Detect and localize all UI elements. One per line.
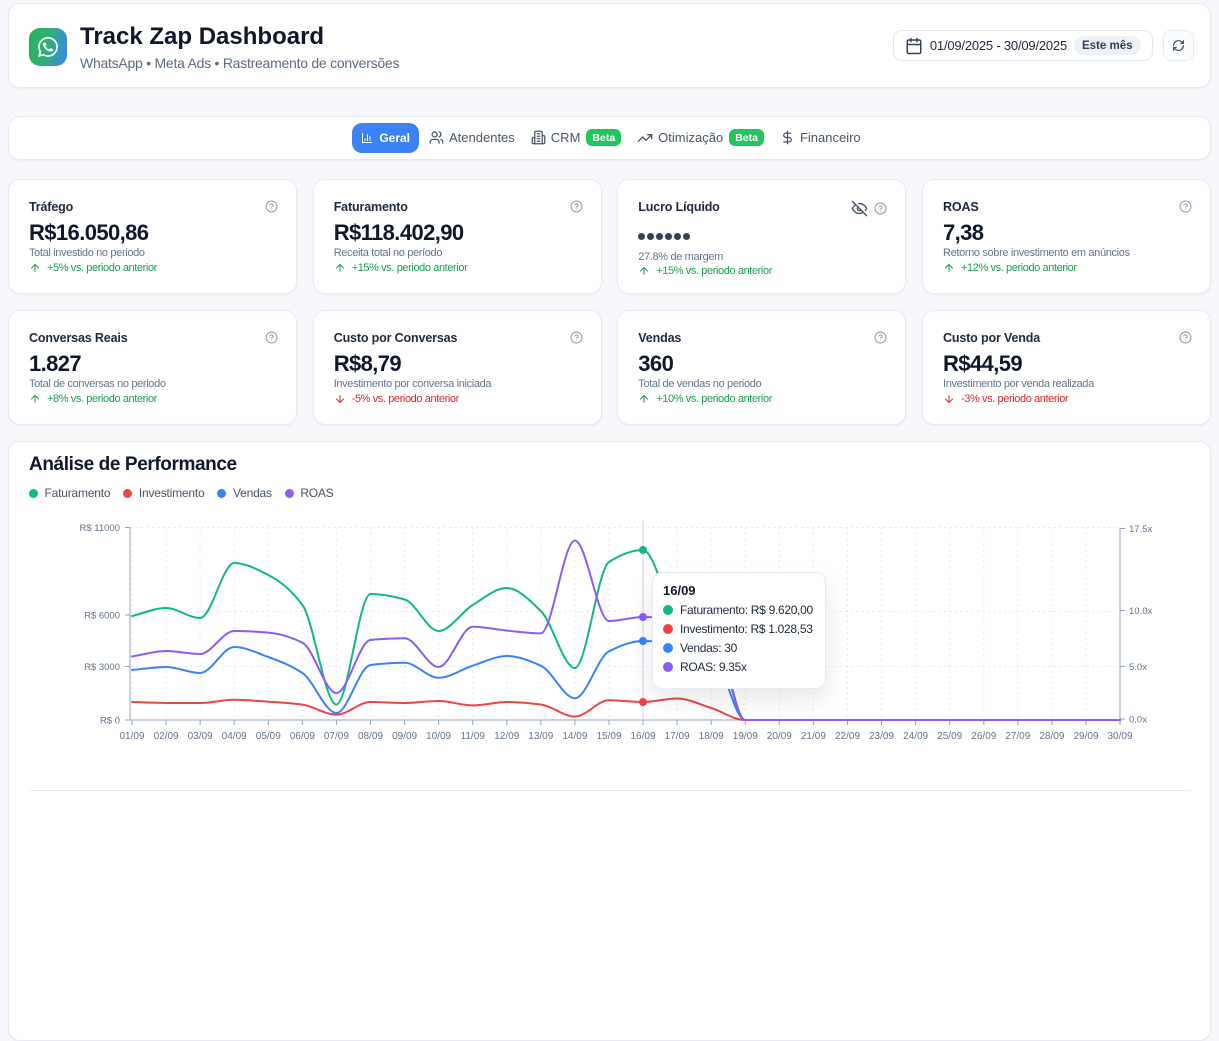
svg-text:05/09: 05/09 xyxy=(256,731,281,742)
svg-text:28/09: 28/09 xyxy=(1039,731,1064,742)
svg-text:R$ 3000: R$ 3000 xyxy=(84,662,120,673)
svg-text:03/09: 03/09 xyxy=(188,731,213,742)
svg-text:04/09: 04/09 xyxy=(222,731,247,742)
svg-text:01/09: 01/09 xyxy=(119,731,144,742)
svg-text:R$ 6000: R$ 6000 xyxy=(84,611,120,622)
svg-text:06/09: 06/09 xyxy=(290,731,315,742)
svg-text:14/09: 14/09 xyxy=(562,731,587,742)
svg-text:10/09: 10/09 xyxy=(426,731,451,742)
svg-text:08/09: 08/09 xyxy=(358,731,383,742)
svg-text:12/09: 12/09 xyxy=(494,731,519,742)
svg-text:02/09: 02/09 xyxy=(154,731,179,742)
svg-text:19/09: 19/09 xyxy=(733,731,758,742)
svg-text:09/09: 09/09 xyxy=(392,731,417,742)
svg-text:23/09: 23/09 xyxy=(869,731,894,742)
svg-text:10.0x: 10.0x xyxy=(1129,606,1152,617)
svg-text:16/09: 16/09 xyxy=(630,731,655,742)
svg-text:11/09: 11/09 xyxy=(461,731,486,742)
svg-text:13/09: 13/09 xyxy=(528,731,553,742)
svg-text:22/09: 22/09 xyxy=(835,731,860,742)
svg-text:0.0x: 0.0x xyxy=(1129,715,1147,726)
svg-text:17/09: 17/09 xyxy=(665,731,690,742)
svg-text:18/09: 18/09 xyxy=(699,731,724,742)
svg-text:07/09: 07/09 xyxy=(324,731,349,742)
svg-text:26/09: 26/09 xyxy=(971,731,996,742)
svg-text:R$ 0: R$ 0 xyxy=(100,716,120,727)
svg-text:21/09: 21/09 xyxy=(801,731,826,742)
svg-text:5.0x: 5.0x xyxy=(1129,662,1147,673)
svg-text:29/09: 29/09 xyxy=(1073,731,1098,742)
svg-text:15/09: 15/09 xyxy=(596,731,621,742)
svg-text:R$ 11000: R$ 11000 xyxy=(80,523,121,534)
svg-text:27/09: 27/09 xyxy=(1005,731,1030,742)
svg-text:17.5x: 17.5x xyxy=(1129,524,1152,535)
svg-text:25/09: 25/09 xyxy=(937,731,962,742)
svg-text:24/09: 24/09 xyxy=(903,731,928,742)
svg-text:20/09: 20/09 xyxy=(767,731,792,742)
svg-text:30/09: 30/09 xyxy=(1107,731,1132,742)
